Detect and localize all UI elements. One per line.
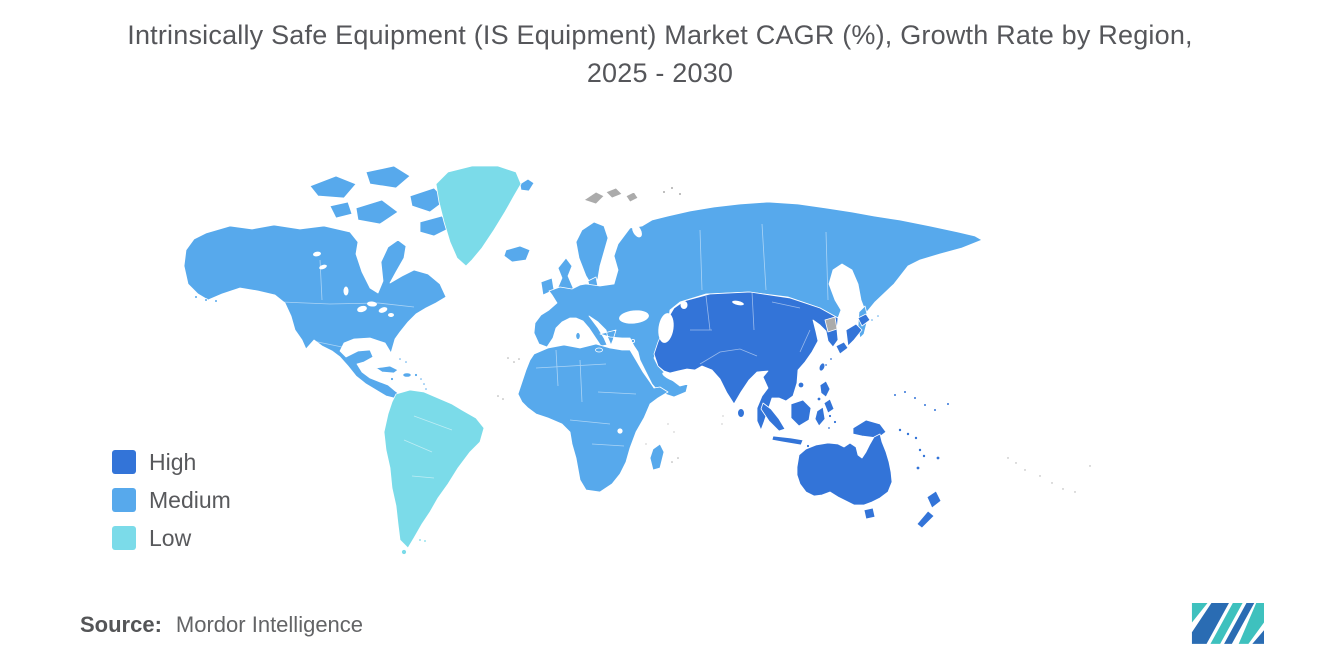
region-south-america [383, 389, 485, 549]
logo-shape-4 [1224, 603, 1255, 644]
region-java [771, 435, 804, 446]
region-sumatra [760, 402, 786, 432]
region-taiwan [818, 362, 826, 372]
region-scandinavia [575, 221, 609, 290]
logo-shape-3 [1210, 603, 1243, 644]
region-borneo [790, 399, 812, 427]
region-pacific-islands [893, 390, 950, 471]
region-philippines-island [816, 396, 822, 402]
region-falkland-islands [418, 538, 427, 543]
logo-shape-5 [1238, 603, 1264, 644]
legend-label-medium: Medium [149, 486, 231, 513]
region-svalbard [583, 187, 639, 205]
region-tierra-del-fuego [401, 549, 407, 555]
region-canadian-arctic-islands [309, 165, 451, 237]
region-aleutian-islands [194, 295, 218, 303]
source-text: Mordor Intelligence [175, 612, 364, 637]
region-jan-mayen [519, 178, 535, 192]
legend-label-high: High [149, 448, 197, 475]
region-kuril-islands [870, 314, 880, 322]
source-prefix: Source: [80, 612, 162, 637]
logo-shape-6 [1252, 630, 1264, 644]
region-cuba [375, 365, 399, 374]
region-indian-ocean-islands [644, 414, 725, 464]
legend-swatch-low [112, 526, 136, 550]
legend-item-medium: Medium [112, 486, 231, 513]
region-new-zealand [916, 490, 942, 529]
region-hainan [797, 381, 805, 389]
seas-and-lakes [313, 224, 744, 434]
region-polynesia-islands [1006, 456, 1092, 494]
region-asia-pacific-mainland [653, 291, 839, 431]
legend-swatch-medium [112, 488, 136, 512]
region-africa [517, 343, 669, 493]
region-ryukyu-islands [824, 357, 833, 367]
logo-shape-1 [1191, 603, 1208, 623]
region-eurasia [533, 201, 983, 398]
legend-label-low: Low [149, 524, 192, 551]
legend-swatch-high [112, 450, 136, 474]
region-sicily [595, 347, 603, 353]
region-hispaniola [402, 372, 412, 378]
region-north-america [183, 224, 447, 399]
region-sulawesi [814, 406, 826, 427]
region-cyprus [631, 338, 636, 343]
region-japan [835, 313, 871, 355]
region-new-guinea [852, 419, 887, 439]
legend: High Medium Low [112, 448, 231, 564]
chart-title-line1: Intrinsically Safe Equipment (IS Equipme… [127, 20, 1193, 50]
region-iceland [503, 245, 531, 263]
country-borders [281, 223, 829, 479]
region-north-korea [824, 316, 838, 333]
mordor-intelligence-logo [1191, 603, 1264, 644]
region-madagascar [649, 443, 665, 471]
region-sardinia [575, 332, 581, 340]
region-australia [796, 433, 893, 506]
region-tasmania [863, 507, 876, 520]
source-attribution: Source: Mordor Intelligence [80, 612, 363, 638]
region-greenland [435, 165, 522, 267]
region-franz-josef-land [662, 186, 682, 196]
legend-item-low: Low [112, 524, 231, 551]
region-atlantic-islands [496, 356, 521, 401]
chart-title: Intrinsically Safe Equipment (IS Equipme… [0, 16, 1320, 92]
legend-item-high: High [112, 448, 231, 475]
logo-shape-2 [1191, 603, 1229, 644]
chart-title-line2: 2025 - 2030 [586, 58, 734, 88]
region-sri-lanka [737, 408, 745, 418]
region-philippines [819, 380, 835, 414]
